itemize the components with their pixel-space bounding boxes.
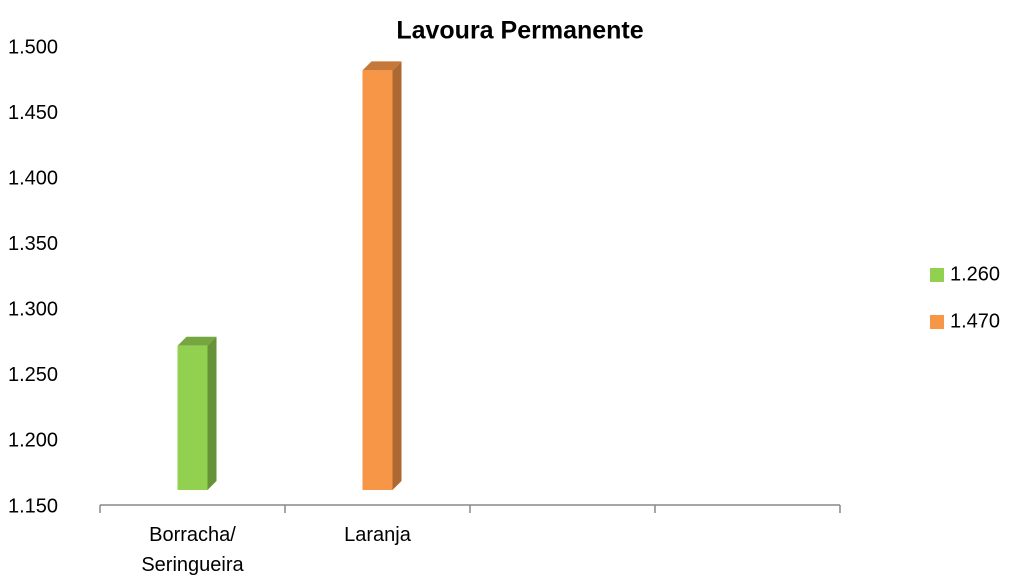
y-tick-label: 1.200: [8, 430, 58, 452]
chart-title: Lavoura Permanente: [396, 17, 643, 45]
y-tick-label: 1.400: [8, 167, 58, 189]
legend-swatch: [930, 268, 944, 282]
y-tick-label: 1.150: [8, 495, 58, 517]
x-tick-label: Laranja: [344, 524, 411, 546]
legend-label: 1.260: [950, 263, 1000, 285]
y-tick-label: 1.350: [8, 233, 58, 255]
bar-front: [362, 70, 393, 490]
y-tick-label: 1.500: [8, 36, 58, 58]
bar-front: [177, 345, 208, 490]
bar-side: [392, 61, 402, 490]
bar-top: [177, 336, 217, 346]
legend-label: 1.470: [950, 310, 1000, 332]
y-tick-label: 1.300: [8, 299, 58, 321]
bar: [177, 336, 217, 490]
bar-top: [362, 61, 402, 71]
y-tick-label: 1.250: [8, 364, 58, 386]
legend-swatch: [930, 315, 944, 329]
bar: [362, 61, 402, 490]
bar-side: [207, 336, 217, 490]
x-tick-label: Borracha/ Seringueira: [141, 524, 244, 576]
y-tick-label: 1.450: [8, 102, 58, 124]
